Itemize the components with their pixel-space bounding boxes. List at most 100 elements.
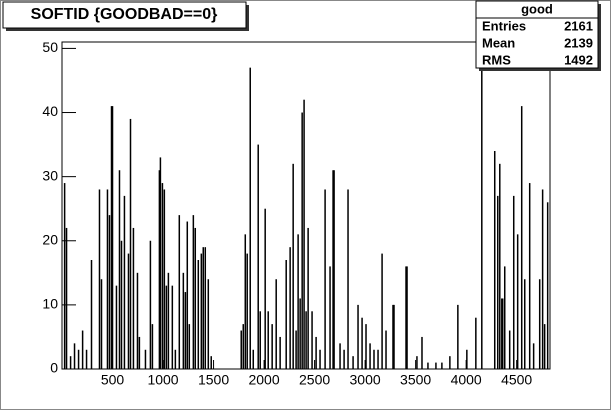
bar — [541, 189, 544, 369]
bar — [149, 240, 152, 369]
bar — [275, 279, 277, 369]
bar — [244, 234, 247, 369]
bar — [90, 260, 93, 369]
bar — [392, 304, 394, 369]
bar — [393, 304, 395, 369]
bar — [373, 349, 375, 369]
bar — [85, 349, 88, 369]
bar — [512, 195, 515, 369]
bar — [303, 99, 305, 370]
x-tick-label: 4500 — [501, 372, 532, 388]
x-tick-label: 500 — [101, 372, 125, 388]
bar — [305, 311, 307, 369]
bar — [267, 311, 269, 369]
x-tick-label: 3000 — [350, 372, 381, 388]
bar — [319, 349, 321, 369]
bar — [307, 227, 309, 369]
bar — [136, 272, 139, 369]
x-tick-label: 2000 — [248, 372, 279, 388]
y-tick-label: 20 — [42, 231, 58, 247]
bar — [466, 349, 468, 369]
stats-title: good — [521, 1, 553, 16]
bar — [441, 362, 443, 369]
bar — [520, 106, 523, 369]
bar — [194, 227, 197, 369]
bar — [311, 311, 313, 369]
bar — [285, 260, 287, 369]
bar — [523, 279, 526, 369]
bar — [481, 48, 483, 369]
y-tick-label: 10 — [42, 296, 58, 312]
x-tick-label: 3500 — [400, 372, 431, 388]
bar — [538, 279, 541, 369]
bar — [292, 163, 294, 369]
bar — [377, 349, 379, 369]
bar — [289, 247, 291, 369]
bar — [532, 343, 535, 369]
bar — [528, 183, 531, 369]
bar — [252, 349, 255, 369]
bar — [385, 330, 387, 369]
bar — [249, 67, 251, 369]
stats-label: Mean — [482, 35, 515, 50]
bar — [192, 215, 195, 369]
bar — [352, 356, 354, 369]
bar — [127, 253, 130, 369]
bar — [197, 260, 200, 369]
bar — [69, 356, 72, 369]
bar — [416, 356, 418, 369]
bar — [339, 343, 341, 369]
bar — [202, 247, 204, 369]
bar — [123, 195, 126, 369]
bar — [475, 317, 477, 369]
bar — [171, 285, 174, 369]
bar — [246, 253, 248, 369]
stats-value: 2139 — [564, 35, 593, 50]
bar — [264, 208, 266, 369]
bar — [129, 118, 132, 369]
bar — [503, 266, 506, 369]
bar — [543, 324, 546, 369]
bar — [65, 227, 68, 369]
bar — [151, 324, 154, 369]
stats-label: Entries — [482, 18, 526, 33]
x-tick-label: 1000 — [147, 372, 178, 388]
bar — [324, 189, 326, 369]
bar — [63, 183, 66, 369]
stats-label: RMS — [482, 52, 511, 67]
bar — [333, 170, 335, 369]
bar — [508, 330, 511, 369]
bar — [138, 336, 141, 369]
bar — [163, 189, 166, 369]
bar — [111, 106, 114, 369]
bar — [178, 215, 181, 369]
bar — [110, 106, 113, 369]
bar — [115, 285, 118, 369]
bar — [406, 266, 408, 369]
x-tick-label: 1500 — [198, 372, 229, 388]
bar — [81, 330, 84, 369]
bar — [546, 202, 549, 369]
bar — [449, 356, 451, 369]
bar — [361, 317, 363, 369]
bar — [299, 298, 301, 369]
bar — [144, 349, 147, 369]
chart-title: SOFTID {GOODBAD==0} — [31, 6, 218, 23]
bar — [182, 272, 185, 369]
bar — [427, 362, 429, 369]
bar — [159, 157, 162, 369]
bar — [501, 298, 504, 369]
bar — [301, 112, 303, 369]
bar — [329, 266, 331, 369]
stats-value: 2161 — [564, 18, 593, 33]
bar — [184, 292, 187, 369]
bar — [161, 183, 164, 369]
bar — [297, 234, 299, 369]
bar — [501, 298, 503, 369]
y-tick-label: 0 — [50, 360, 58, 376]
bar — [369, 343, 371, 369]
stats-box — [475, 0, 599, 69]
bar — [174, 349, 177, 369]
bar — [271, 324, 273, 369]
bar — [73, 343, 76, 369]
